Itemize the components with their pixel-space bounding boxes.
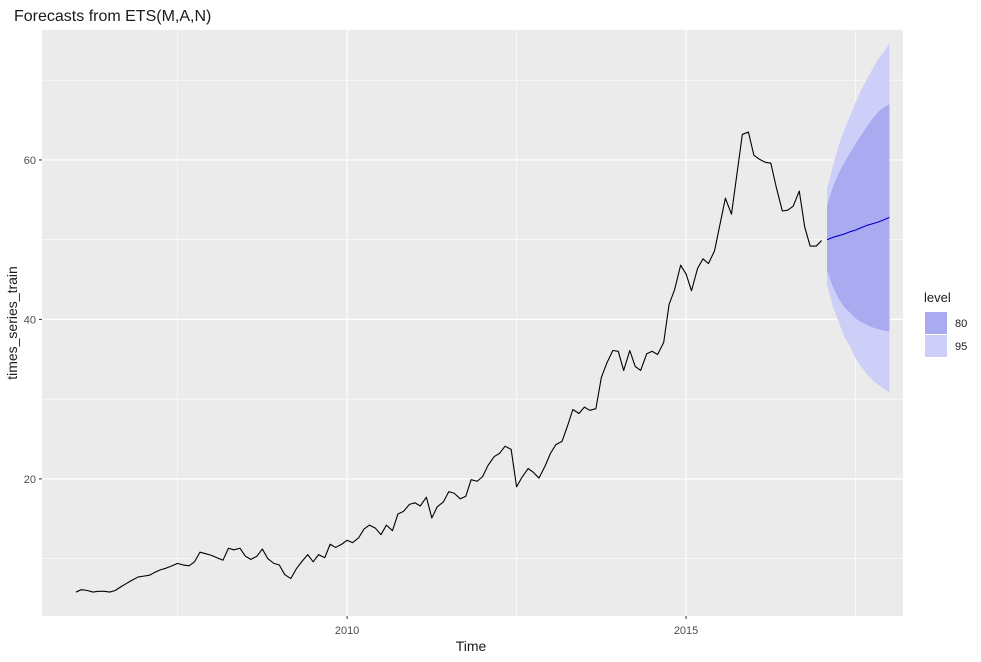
legend-label-80: 80 — [955, 318, 967, 330]
interval-band-80 — [827, 104, 890, 332]
history-line — [75, 131, 823, 593]
forecast-line — [826, 216, 890, 241]
x-axis: 2010 2015 — [335, 616, 698, 637]
series-lines — [75, 131, 890, 593]
plot-panel — [42, 30, 903, 616]
legend-label-95: 95 — [955, 341, 967, 353]
y-axis-label: times_series_train — [4, 266, 20, 380]
y-tick-label: 20 — [24, 474, 36, 486]
chart-title: Forecasts from ETS(M,A,N) — [14, 8, 211, 25]
y-tick-label: 40 — [24, 314, 36, 326]
legend-swatch-95 — [925, 335, 947, 357]
x-tick-label: 2010 — [335, 625, 359, 637]
y-tick-label: 60 — [24, 155, 36, 167]
major-gridlines — [42, 30, 903, 616]
legend: level 80 95 — [924, 290, 967, 357]
legend-swatch-80 — [925, 312, 947, 334]
legend-title: level — [924, 290, 951, 305]
y-axis: 20 40 60 — [24, 155, 42, 486]
x-axis-label: Time — [456, 638, 487, 654]
x-tick-label: 2015 — [674, 625, 698, 637]
prediction-intervals — [827, 43, 890, 393]
